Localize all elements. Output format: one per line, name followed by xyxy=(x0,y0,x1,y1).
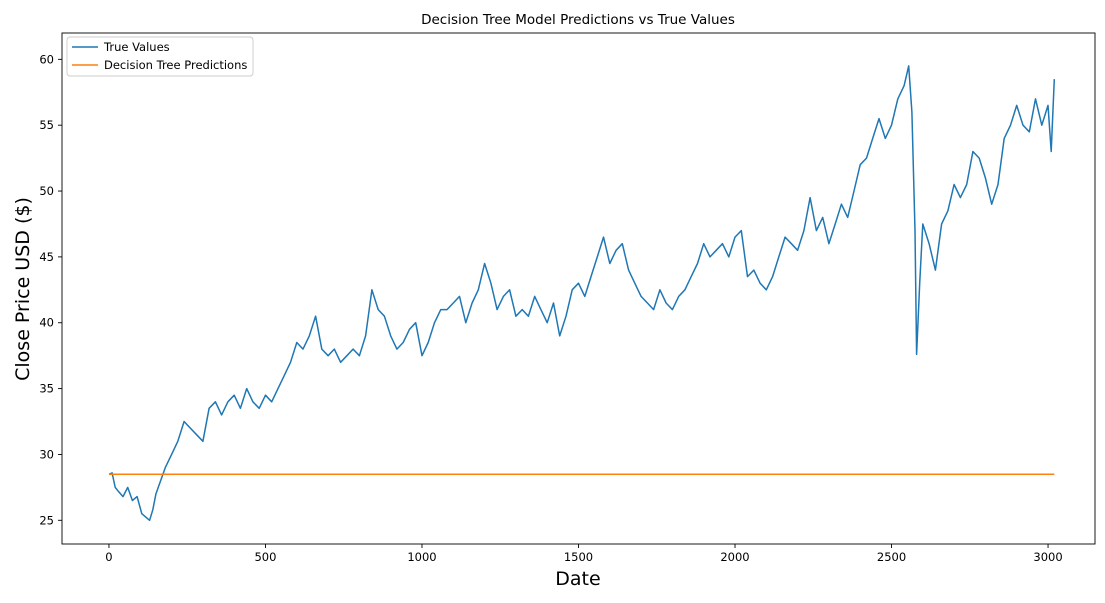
plot-frame xyxy=(61,32,1096,545)
y-tick-label: 25 xyxy=(39,513,54,527)
y-tick-label: 35 xyxy=(39,382,54,396)
series-layer xyxy=(108,65,1056,522)
legend-label-true-values: True Values xyxy=(103,40,170,54)
x-axis: 0 500 1000 1500 2000 2500 3000 xyxy=(105,544,1063,564)
legend-label-decision-tree-predictions: Decision Tree Predictions xyxy=(104,58,247,72)
y-tick-label: 45 xyxy=(39,250,54,264)
series-line-true-values xyxy=(108,65,1056,522)
x-tick-label: 2000 xyxy=(720,550,749,564)
x-tick-label: 2500 xyxy=(877,550,906,564)
legend-box xyxy=(66,36,254,77)
legend: True Values Decision Tree Predictions xyxy=(66,36,254,77)
y-tick-label: 40 xyxy=(39,316,54,330)
x-tick-label: 500 xyxy=(254,550,276,564)
y-tick-label: 60 xyxy=(39,52,54,66)
x-tick-label: 3000 xyxy=(1033,550,1062,564)
y-axis-label: Close Price USD ($) xyxy=(12,197,34,381)
x-tick-label: 1500 xyxy=(564,550,593,564)
plot-area xyxy=(61,32,1096,545)
y-axis: 25 30 35 40 45 50 55 60 xyxy=(39,52,62,527)
chart-title: Decision Tree Model Predictions vs True … xyxy=(421,12,735,28)
x-axis-label: Date xyxy=(555,568,600,590)
y-tick-label: 55 xyxy=(39,118,54,132)
y-tick-label: 50 xyxy=(39,184,54,198)
x-tick-label: 1000 xyxy=(407,550,436,564)
y-tick-label: 30 xyxy=(39,447,54,461)
x-tick-label: 0 xyxy=(105,550,112,564)
